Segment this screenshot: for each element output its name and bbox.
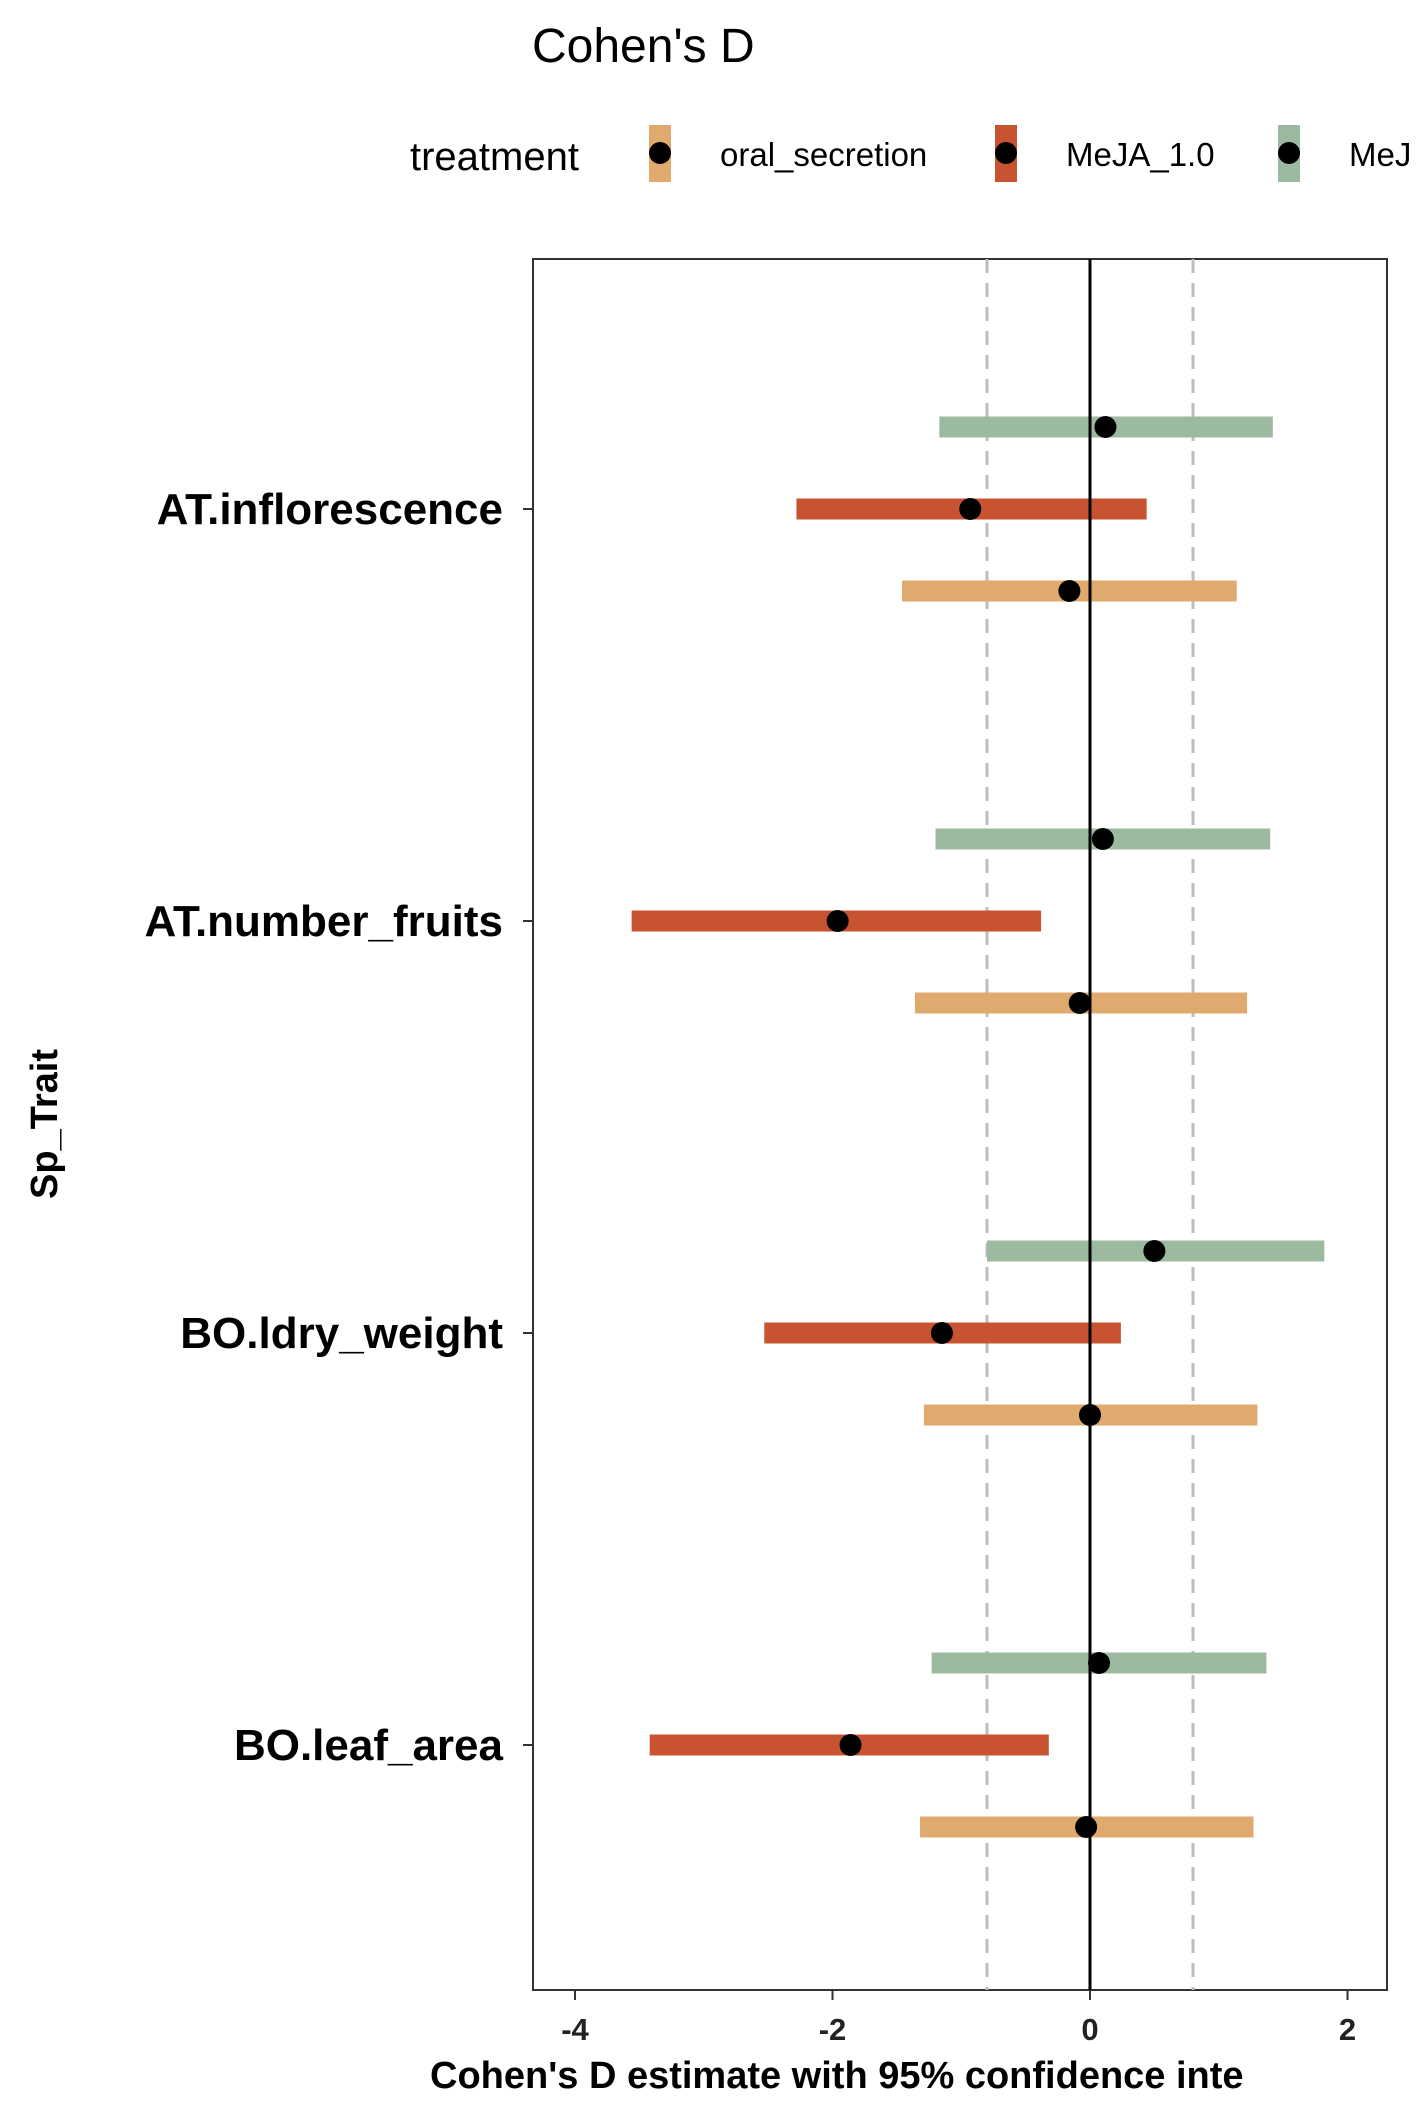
plot-layer (631, 259, 1325, 1990)
legend-label: MeJA_1.0 (1066, 136, 1215, 173)
x-tick-label: -2 (819, 2012, 847, 2047)
y-axis-label: Sp_Trait (24, 1049, 66, 1199)
legend-key-point (995, 142, 1017, 164)
legend-label: oral_secretion (720, 136, 927, 173)
estimate-point (1068, 992, 1091, 1014)
estimate-point (1091, 828, 1114, 850)
x-tick-label: 2 (1339, 2012, 1356, 2047)
legend: treatment oral_secretion MeJA_1.0 MeJ (410, 125, 1411, 182)
legend-title: treatment (410, 135, 579, 179)
legend-key-point (1278, 142, 1300, 164)
x-tick-label: 0 (1081, 2012, 1098, 2047)
y-tick-label: AT.inflorescence (157, 485, 503, 534)
legend-label: MeJ (1349, 136, 1411, 173)
x-axis-label: Cohen's D estimate with 95% confidence i… (430, 2055, 1244, 2097)
axis-layer: AT.inflorescence AT.number_fruits BO.ldry_… (144, 485, 1356, 2047)
estimate-point (930, 1322, 953, 1344)
estimate-point (1058, 580, 1081, 602)
chart-title: Cohen's D (532, 20, 755, 73)
estimate-point (1075, 1816, 1098, 1838)
plot-panel (532, 258, 1388, 1991)
y-tick-label: AT.number_fruits (144, 897, 503, 946)
estimate-point (839, 1734, 862, 1756)
estimate-point (1143, 1240, 1166, 1262)
legend-key-point (649, 142, 671, 164)
estimate-point (1088, 1652, 1111, 1674)
estimate-point (1079, 1404, 1101, 1426)
estimate-point (1094, 416, 1117, 438)
legend-items: oral_secretion MeJA_1.0 MeJ (649, 125, 1411, 182)
y-tick-label: BO.ldry_weight (180, 1309, 503, 1358)
y-tick-label: BO.leaf_area (234, 1721, 504, 1770)
x-tick-label: -4 (561, 2012, 589, 2047)
estimate-point (959, 498, 982, 520)
estimate-point (826, 910, 849, 932)
